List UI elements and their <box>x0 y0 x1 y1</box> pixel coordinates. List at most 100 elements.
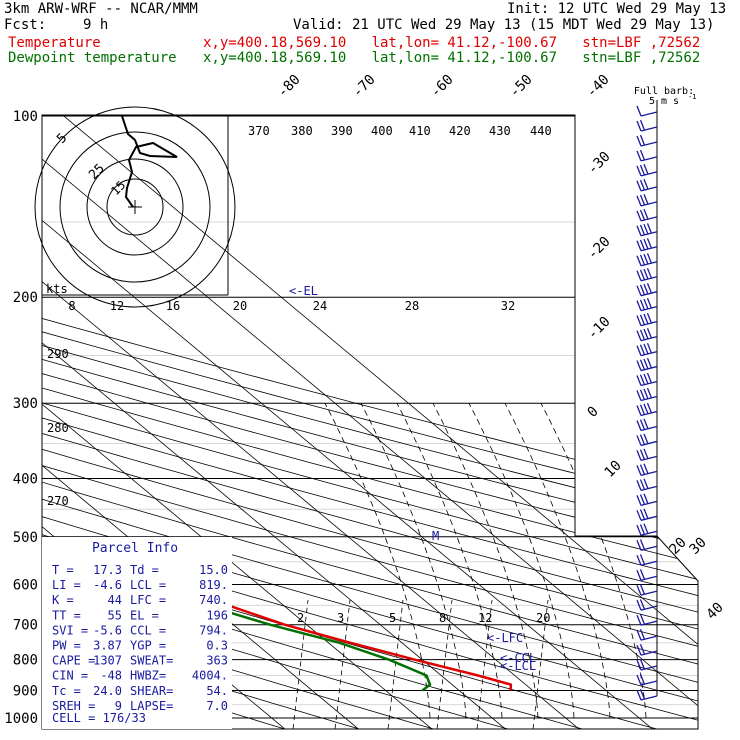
barb-flag <box>646 312 653 324</box>
barb-staff <box>640 365 658 372</box>
barb-staff <box>640 530 658 536</box>
parcel-info-value: 44 <box>108 593 122 607</box>
barb-flag <box>646 327 653 339</box>
wind-legend-label: Full barb: <box>634 86 694 97</box>
barb-flag <box>636 255 642 266</box>
barb-flag <box>643 238 649 250</box>
barb-flag <box>639 584 646 595</box>
parcel-info-value: -4.6 <box>93 578 122 592</box>
barb-flag <box>639 673 646 685</box>
init-time: Init: 12 UTC Wed 29 May 13 <box>507 1 727 17</box>
barb-staff <box>640 261 658 267</box>
barb-staff <box>640 575 658 581</box>
barb-flag <box>639 479 646 490</box>
barb-flag <box>643 313 649 325</box>
wind-barb <box>636 253 658 267</box>
temperature-line <box>42 115 513 691</box>
isotherm-label: -40 <box>584 72 613 101</box>
dewpoint-legend: Dewpoint temperature <box>8 50 177 66</box>
barb-flag <box>643 493 649 504</box>
wind-barb <box>636 539 658 551</box>
pressure-label: 200 <box>13 290 38 306</box>
parcel-info-value: 17.3 <box>93 563 122 577</box>
wind-barb <box>636 614 658 626</box>
barb-flag <box>646 342 653 354</box>
parcel-info-value: 0.3 <box>206 639 228 653</box>
barb-flag <box>636 674 642 686</box>
wind-legend-unit: -1 <box>688 93 696 101</box>
barb-flag <box>636 270 642 281</box>
barb-flag <box>643 388 649 400</box>
wind-barb <box>636 223 658 237</box>
barb-flag <box>636 689 642 701</box>
hodograph-ring-label: 25 <box>86 161 108 183</box>
header: 3km ARW-WRF -- NCAR/MMM Init: 12 UTC Wed… <box>0 0 740 70</box>
barb-flag <box>639 404 646 415</box>
parcel-info-value: 363 <box>206 654 228 668</box>
parcel-annotations: <-EL <-LFC <-CCL<-LCL M <box>289 284 536 673</box>
temperature-legend: Temperature <box>8 35 101 51</box>
mixing-ratio-line <box>476 599 493 729</box>
parcel-info-background <box>42 537 232 729</box>
barb-staff <box>640 380 658 387</box>
barb-flag <box>636 659 642 671</box>
barb-staff <box>640 620 658 626</box>
wind-barb <box>636 402 658 417</box>
wind-barb <box>636 523 658 536</box>
wind-barb <box>636 283 658 297</box>
barb-flag <box>636 554 642 566</box>
model-title: 3km ARW-WRF -- NCAR/MMM <box>4 1 198 17</box>
dry-adiabat <box>42 128 698 729</box>
barb-flag <box>643 508 649 519</box>
barb-flag <box>636 480 642 491</box>
pressure-label: 900 <box>13 683 38 699</box>
barb-staff <box>640 276 658 282</box>
parcel-info-key: SWEAT= <box>130 654 173 668</box>
wind-barb <box>636 179 658 192</box>
theta-left-label: 290 <box>47 347 69 361</box>
pressure-label: 300 <box>13 396 38 412</box>
barb-flag <box>636 525 642 536</box>
barb-flag <box>646 357 653 369</box>
barb-flag <box>636 360 642 371</box>
mixing-ratio-label: 3 <box>337 611 344 625</box>
wind-barb <box>636 644 658 656</box>
valid-time: Valid: 21 UTC Wed 29 May 13 (15 MDT Wed … <box>293 17 715 33</box>
wind-barb <box>636 164 658 177</box>
barb-flag <box>646 283 653 294</box>
hodograph-ring <box>106 178 164 236</box>
dry-adiabat <box>42 128 698 729</box>
moist-adiabat <box>540 403 647 719</box>
dewpoint-location: x,y=400.18,569.10 lat,lon= 41.12,-100.67… <box>203 50 701 66</box>
barb-flag <box>636 584 642 596</box>
barb-staff <box>640 485 658 491</box>
pressure-label: 1000 <box>4 711 38 727</box>
wind-barb <box>636 119 658 132</box>
wind-barb <box>636 599 658 611</box>
forecast-hours: 9 h <box>83 17 109 33</box>
speed-tick-label: 8 <box>68 299 75 313</box>
wind-barb <box>636 463 658 477</box>
parcel-info-value: 740. <box>199 593 228 607</box>
barb-flag <box>639 164 646 176</box>
barb-staff <box>640 425 658 432</box>
barb-flag <box>646 298 653 309</box>
barb-flag <box>643 283 649 295</box>
parcel-info-value: -5.6 <box>93 623 122 637</box>
wind-barb <box>636 357 658 372</box>
wind-barb <box>636 134 658 147</box>
parcel-info-key: CAPE = <box>52 654 95 668</box>
barb-flag <box>643 253 649 265</box>
theta-left-label: 270 <box>47 494 69 508</box>
dry-adiabat <box>42 128 515 729</box>
barb-staff <box>640 440 658 447</box>
wind-legend-label: 5 m s <box>649 96 679 107</box>
pressure-label: 600 <box>13 577 38 593</box>
barb-flag <box>639 524 646 535</box>
parcel-info-key: EL = <box>130 608 159 622</box>
wind-barb <box>636 342 658 357</box>
barb-staff <box>640 306 658 312</box>
barb-flag <box>636 435 642 446</box>
wind-barb <box>636 448 658 462</box>
barb-flag <box>643 298 649 310</box>
